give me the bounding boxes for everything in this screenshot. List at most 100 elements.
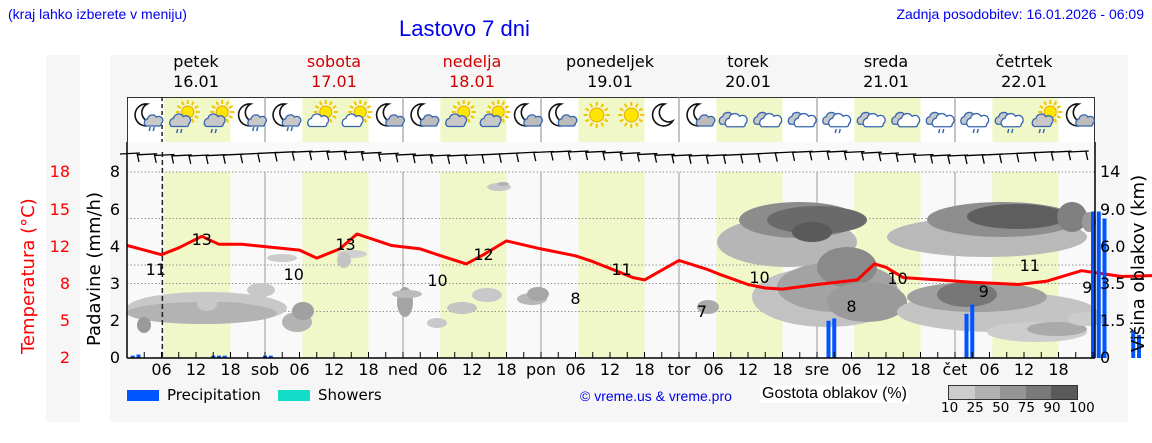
day-header-3: ponedeljek 19.01 <box>541 52 679 92</box>
x-tick-label: 12 <box>461 360 483 379</box>
x-tick-label: 12 <box>323 360 345 379</box>
precipitation-swatch <box>127 390 159 401</box>
overcast-icon <box>718 111 748 128</box>
night-cloud-icon <box>686 103 716 127</box>
location-hint[interactable]: (kraj lahko izberete v meniju) <box>8 6 187 22</box>
night-clear-icon <box>651 103 675 127</box>
temperature-label: 11 <box>611 260 631 279</box>
overcast-icon <box>787 111 817 128</box>
day-date: 18.01 <box>449 72 495 91</box>
temperature-axis-title: Temperatura (°C) <box>18 198 39 354</box>
forecast-plot-svg: 11 13 10 13 10 12 8 11 7 10 8 10 9 11 9 <box>119 142 1152 359</box>
x-tick-label: 12 <box>875 360 897 379</box>
day-cloudy-sun-icon <box>479 100 511 128</box>
cloud-scale-segment <box>1051 386 1077 399</box>
cloud-scale-label: 50 <box>992 400 1010 416</box>
precip-tick-label: 6 <box>109 200 120 219</box>
precip-tick-label: 8 <box>109 162 120 181</box>
cloud-scale-segment <box>1000 386 1026 399</box>
temperature-label: 12 <box>473 245 493 264</box>
x-tick-label: 18 <box>910 360 931 379</box>
page-title: Lastovo 7 dni <box>399 16 530 41</box>
temperature-label: 8 <box>570 289 580 308</box>
day-header-0: petek 16.01 <box>127 52 265 92</box>
temperature-label: 11 <box>1020 256 1040 275</box>
x-tick-label: 18 <box>220 360 241 379</box>
day-partly-cloudy-icon <box>307 100 338 128</box>
day-name: ponedeljek <box>566 52 654 71</box>
precipitation-bar <box>832 318 837 358</box>
night-cloud-icon <box>513 103 543 127</box>
day-name: petek <box>173 52 219 71</box>
overcast-rain-icon <box>925 111 955 134</box>
day-date: 21.01 <box>863 72 909 91</box>
copyright-link[interactable]: © vreme.us & vreme.pro <box>580 388 732 404</box>
temperature-axis-panel <box>46 55 80 422</box>
day-header-2: nedelja 18.01 <box>403 52 541 92</box>
x-tick-label: 18 <box>1048 360 1069 379</box>
day-name: sreda <box>863 52 909 71</box>
x-tick-label: 18 <box>496 360 517 379</box>
day-date: 22.01 <box>1001 72 1047 91</box>
day-header-5: sreda 21.01 <box>817 52 955 92</box>
temperature-label: 7 <box>697 302 707 321</box>
night-cloud-rain-icon <box>134 103 164 132</box>
x-tick-label: pon <box>525 360 557 379</box>
cloud-height-tick-label: 1.5 <box>1100 311 1126 330</box>
night-cloud-icon <box>548 103 578 127</box>
day-name: četrtek <box>995 52 1053 71</box>
x-tick-label: 06 <box>289 360 310 379</box>
cloud-height-tick-label: 3.5 <box>1100 274 1126 293</box>
night-cloud-icon <box>1065 103 1095 127</box>
day-header-6: četrtek 22.01 <box>955 52 1093 92</box>
day-date: 20.01 <box>725 72 771 91</box>
cloud-height-axis-title: Višina oblakov (km) <box>1128 174 1149 352</box>
temp-tick-label: 12 <box>49 237 70 256</box>
precipitation-bar <box>970 304 975 358</box>
x-tick-label: 18 <box>772 360 793 379</box>
showers-swatch <box>278 390 310 401</box>
temperature-label: 10 <box>427 271 447 290</box>
precipitation-bar <box>222 355 227 358</box>
day-date: 19.01 <box>587 72 633 91</box>
x-tick-label: 06 <box>703 360 724 379</box>
precipitation-bar <box>1096 211 1101 358</box>
day-sun-icon <box>618 102 645 128</box>
precip-tick-label: 4 <box>109 237 120 256</box>
night-cloud-icon <box>410 103 440 127</box>
x-tick-label: 06 <box>841 360 862 379</box>
precipitation-bar <box>1137 334 1141 358</box>
temp-tick-label: 15 <box>49 200 70 219</box>
temp-tick-label: 5 <box>59 311 70 330</box>
x-tick-label: 06 <box>565 360 586 379</box>
forecast-plot: 11 13 10 13 10 12 8 11 7 10 8 10 9 11 9 <box>119 142 1152 359</box>
day-cloud-rain-icon <box>203 100 235 134</box>
night-cloud-rain-icon <box>272 103 302 132</box>
x-tick-label: sre <box>804 360 830 379</box>
x-tick-label: tor <box>667 360 691 379</box>
temp-tick-label: 8 <box>59 274 70 293</box>
overcast-rain-icon <box>960 111 990 134</box>
precipitation-bar <box>1131 330 1136 358</box>
cloud-scale-segment <box>949 386 975 399</box>
x-tick-label: 12 <box>1013 360 1035 379</box>
precipitation-legend-label: Precipitation <box>167 386 261 404</box>
x-tick-label: 12 <box>599 360 621 379</box>
temp-tick-label: 2 <box>59 348 70 367</box>
day-name: torek <box>727 52 769 71</box>
day-name: sobota <box>306 52 362 71</box>
overcast-rain-icon <box>994 111 1024 134</box>
precipitation-bar <box>130 355 135 358</box>
day-header-4: torek 20.01 <box>679 52 817 92</box>
temperature-label: 10 <box>887 269 907 288</box>
precipitation-bar <box>1102 218 1107 358</box>
day-date: 17.01 <box>311 72 357 91</box>
night-cloud-icon <box>375 103 405 127</box>
overcast-icon <box>856 111 886 128</box>
x-tick-label: 06 <box>151 360 172 379</box>
cloud-scale-label: 25 <box>966 400 984 416</box>
temperature-label: 9 <box>979 282 989 301</box>
temperature-label: 9 <box>1082 278 1092 297</box>
temperature-label: 10 <box>749 268 769 287</box>
day-cloud-rain-icon <box>169 100 200 134</box>
